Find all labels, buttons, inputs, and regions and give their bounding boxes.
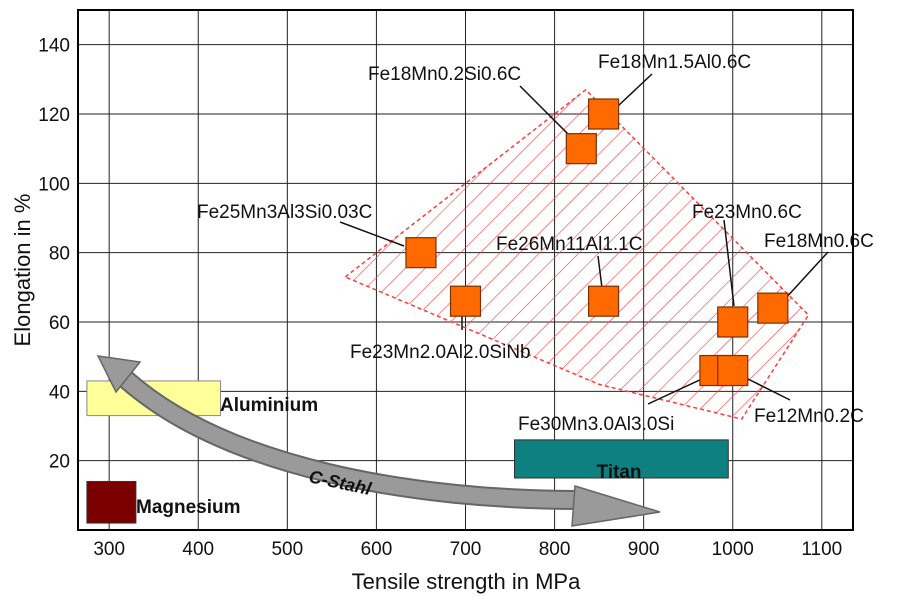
x-tick-label-3: 600: [361, 539, 393, 560]
point-labels: Fe18Mn1.5Al0.6C Fe18Mn0.2Si0.6C Fe25Mn3A…: [197, 52, 874, 435]
hatched-region: [343, 88, 810, 420]
point-label: Fe25Mn3Al3Si0.03C: [197, 202, 372, 223]
y-tick-label-4: 100: [38, 174, 70, 195]
material-boxes: [86, 380, 729, 524]
x-axis-title: Tensile strength in MPa: [352, 569, 581, 594]
x-tick-label-8: 1100: [801, 539, 842, 560]
point-fe23mn0-6c: [717, 306, 749, 338]
y-axis-title: Elongation in %: [10, 194, 35, 347]
point-fe18mn0-2si0-6c: [565, 133, 597, 165]
point-label: Fe18Mn0.2Si0.6C: [368, 64, 521, 85]
point-label: Fe23Mn0.6C: [692, 202, 802, 223]
point-fe18mn0-6c: [757, 292, 789, 324]
plot-frame: [77, 9, 854, 531]
material-label-titan: Titan: [596, 462, 641, 483]
x-tick-label-5: 800: [539, 539, 571, 560]
point-fe25mn3al3si0-03c: [405, 237, 437, 269]
x-tick-label-0: 300: [93, 539, 125, 560]
point-label: Fe26Mn11Al1.1C: [496, 234, 642, 255]
point-fe12mn0-2c: [717, 354, 749, 387]
material-label-aluminium: Aluminium: [220, 395, 318, 416]
y-tick-label-6: 140: [38, 36, 70, 57]
point-fe26mn11al1-1c: [587, 285, 620, 317]
point-fe18mn1-5al0-6c: [587, 98, 620, 130]
material-box-magnesium: [86, 480, 137, 524]
y-tick-label-1: 40: [49, 382, 70, 403]
material-label-magnesium: Magnesium: [136, 497, 241, 518]
material-labels: Aluminium Titan Magnesium: [136, 395, 642, 518]
y-tick-label-2: 60: [49, 313, 70, 334]
y-tick-label-0: 20: [49, 452, 70, 473]
material-box-titan: [513, 439, 729, 479]
point-label: Fe30Mn3.0Al3.0Si: [518, 414, 674, 435]
leader-lines: [339, 73, 829, 405]
point-label: Fe12Mn0.2C: [754, 406, 864, 427]
point-fe23mn2-0al2-0sinb: [449, 285, 482, 317]
x-tick-label-7: 1000: [712, 539, 754, 560]
point-label: Fe18Mn0.6C: [764, 231, 874, 252]
y-tick-label-5: 120: [38, 105, 70, 126]
x-tick-label-1: 400: [182, 539, 214, 560]
x-tick-label-4: 700: [450, 539, 482, 560]
data-points: [405, 98, 789, 387]
x-tick-labels: 300 400 500 600 700 800 900 1000 1100: [93, 539, 842, 560]
y-tick-label-3: 80: [49, 244, 70, 265]
x-tick-label-2: 500: [271, 539, 303, 560]
point-label: Fe18Mn1.5Al0.6C: [598, 52, 751, 73]
point-label: Fe23Mn2.0Al2.0SiNb: [350, 342, 531, 363]
y-tick-labels: 20 40 60 80 100 120 140: [38, 36, 70, 473]
x-tick-label-6: 900: [628, 539, 660, 560]
